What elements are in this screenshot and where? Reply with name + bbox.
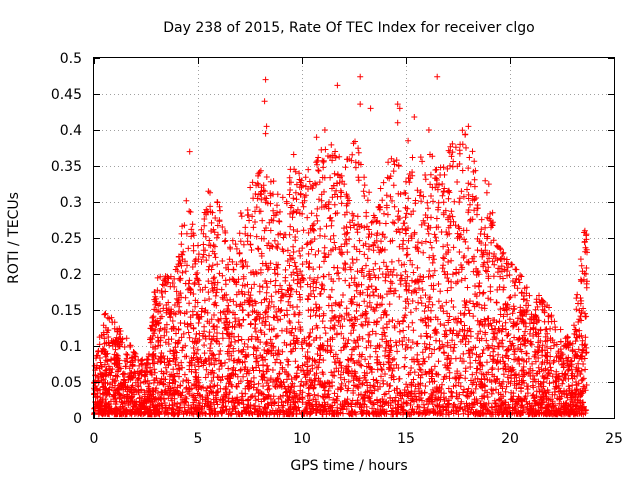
roti-series-markers [91, 73, 590, 418]
y-tick-label: 0.35 [51, 159, 82, 175]
y-tick-label: 0 [73, 411, 82, 427]
x-tick-label: 15 [397, 431, 415, 447]
plot-frame [93, 57, 615, 419]
y-tick-label: 0.3 [60, 195, 82, 211]
x-tick-label: 20 [501, 431, 519, 447]
y-tick-label: 0.1 [60, 339, 82, 355]
x-tick-label: 5 [194, 431, 203, 447]
data-points [91, 73, 590, 418]
y-tick-label: 0.45 [51, 87, 82, 103]
y-tick-label: 0.15 [51, 303, 82, 319]
chart-title: Day 238 of 2015, Rate Of TEC Index for r… [163, 20, 534, 36]
x-axis-label: GPS time / hours [290, 458, 407, 474]
y-tick-label: 0.5 [60, 51, 82, 67]
axis-ticks [94, 58, 615, 419]
x-axis-tick-labels: 0 5 10 15 20 25 [90, 431, 623, 447]
y-tick-label: 0.05 [51, 375, 82, 391]
y-axis-tick-labels: 0 0.05 0.1 0.15 0.2 0.25 0.3 0.35 0.4 0.45 0.5 [51, 51, 82, 427]
y-tick-label: 0.25 [51, 231, 82, 247]
x-tick-label: 25 [605, 431, 623, 447]
y-axis-label: ROTI / TECUs [6, 192, 22, 284]
x-tick-label: 0 [90, 431, 99, 447]
y-tick-label: 0.4 [60, 123, 82, 139]
y-tick-label: 0.2 [60, 267, 82, 283]
x-tick-label: 10 [293, 431, 311, 447]
